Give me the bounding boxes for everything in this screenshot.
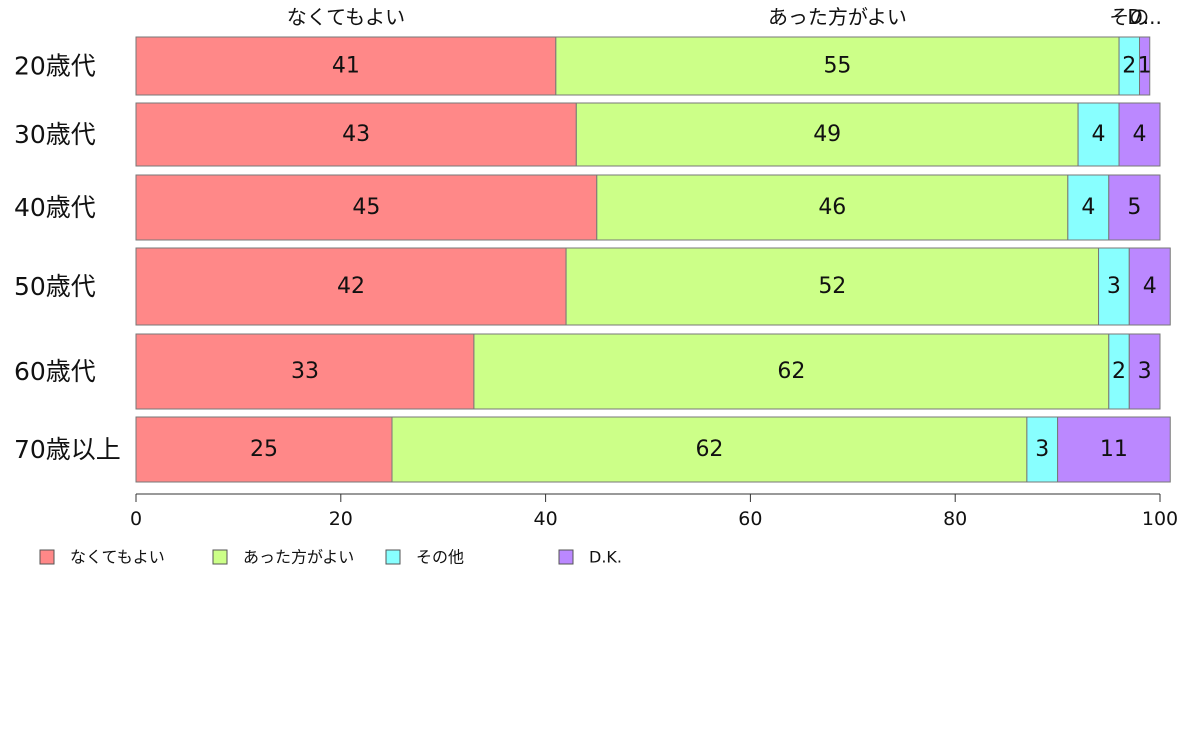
top-series-label: D... bbox=[1127, 5, 1161, 29]
category-label: 30歳代 bbox=[14, 120, 96, 149]
bar-value-label: 62 bbox=[695, 437, 723, 462]
bar-segment bbox=[135, 102, 577, 167]
bar-value-label: 42 bbox=[337, 274, 365, 299]
bar-value-label: 5 bbox=[1127, 195, 1141, 220]
category-label: 20歳代 bbox=[14, 52, 96, 81]
top-series-label: なくてもよい bbox=[287, 5, 405, 29]
bar-segment bbox=[1057, 416, 1171, 483]
bar-segment bbox=[135, 416, 393, 483]
bar-segment bbox=[135, 36, 557, 96]
legend-swatch bbox=[385, 549, 401, 565]
top-series-label: その bbox=[1109, 5, 1149, 29]
bar-value-label: 4 bbox=[1081, 195, 1095, 220]
legend-label: あった方がよい bbox=[243, 548, 354, 567]
bar-value-label: 2 bbox=[1122, 54, 1136, 79]
bar-segment bbox=[135, 174, 598, 241]
category-label: 70歳以上 bbox=[14, 435, 121, 464]
top-series-labels: なくてもよい あった方がよい そのD... bbox=[287, 5, 1162, 29]
bar-segment bbox=[1128, 333, 1161, 410]
bar-segment bbox=[1139, 36, 1151, 96]
x-tick-label: 40 bbox=[534, 508, 558, 530]
bar-segment bbox=[135, 333, 475, 410]
bar-value-label: 4 bbox=[1143, 274, 1157, 299]
bar-value-label: 62 bbox=[777, 359, 805, 384]
bar-value-label: 41 bbox=[332, 54, 360, 79]
legend: なくてもよい あった方がよい その他 D.K. bbox=[39, 548, 622, 567]
bar-segment bbox=[596, 174, 1069, 241]
bar-value-label: 33 bbox=[291, 359, 319, 384]
category-label: 50歳代 bbox=[14, 272, 96, 301]
x-tick-label: 60 bbox=[738, 508, 762, 530]
legend-swatch bbox=[558, 549, 574, 565]
bar-value-label: 4 bbox=[1133, 122, 1147, 147]
bar-segment bbox=[575, 102, 1079, 167]
bar-value-label: 55 bbox=[823, 54, 851, 79]
bar-value-label: 45 bbox=[352, 195, 380, 220]
bar-value-label: 1 bbox=[1138, 54, 1152, 79]
bar-segment bbox=[565, 247, 1100, 326]
bar-value-label: 3 bbox=[1035, 437, 1049, 462]
category-label: 60歳代 bbox=[14, 357, 96, 386]
bar-segment bbox=[1118, 102, 1161, 167]
bar-value-label: 52 bbox=[818, 274, 846, 299]
x-tick-label: 0 bbox=[130, 508, 142, 530]
bar-segment bbox=[1026, 416, 1059, 483]
bar-segment bbox=[391, 416, 1028, 483]
legend-label: その他 bbox=[416, 548, 464, 567]
bar-value-label: 46 bbox=[818, 195, 846, 220]
bar-segment bbox=[135, 247, 567, 326]
x-tick-label: 80 bbox=[943, 508, 967, 530]
top-series-label: あった方がよい bbox=[768, 5, 907, 29]
bar-value-label: 25 bbox=[250, 437, 278, 462]
legend-swatch bbox=[39, 549, 55, 565]
bar-segment bbox=[1077, 102, 1120, 167]
bar-value-label: 3 bbox=[1138, 359, 1152, 384]
bar-value-label: 2 bbox=[1112, 359, 1126, 384]
x-tick-label: 20 bbox=[329, 508, 353, 530]
bar-value-label: 3 bbox=[1107, 274, 1121, 299]
bar-value-label: 49 bbox=[813, 122, 841, 147]
legend-label: D.K. bbox=[589, 548, 622, 567]
bar-value-label: 43 bbox=[342, 122, 370, 147]
x-axis: 0 20 40 60 80 100 bbox=[130, 493, 1178, 530]
bar-segment bbox=[555, 36, 1120, 96]
bar-segment bbox=[473, 333, 1110, 410]
bar-value-label: 11 bbox=[1100, 437, 1128, 462]
category-label: 40歳代 bbox=[14, 193, 96, 222]
bar-segment bbox=[1128, 247, 1171, 326]
category-labels: 20歳代 30歳代 40歳代 50歳代 60歳代 70歳以上 bbox=[14, 52, 121, 465]
legend-label: なくてもよい bbox=[70, 548, 165, 567]
bar-value-label: 4 bbox=[1092, 122, 1106, 147]
bar-segment bbox=[1108, 174, 1161, 241]
x-tick-label: 100 bbox=[1142, 508, 1178, 530]
bars: 41 55 2 143 49 4 445 46 4 542 52 3 433 62 2 325 62 3 11 bbox=[135, 36, 1171, 483]
legend-swatch bbox=[212, 549, 228, 565]
